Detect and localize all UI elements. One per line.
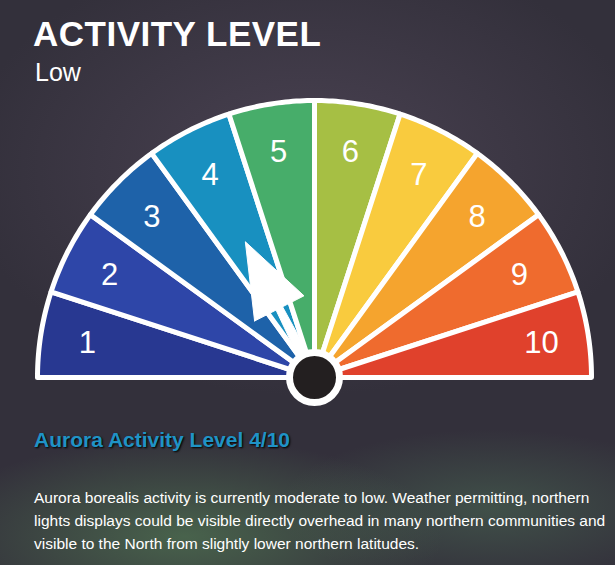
html-text:Low: Low [35, 58, 81, 86]
svg-text:9: 9 [511, 257, 528, 292]
svg-text:7: 7 [410, 157, 427, 192]
svg-text:2: 2 [101, 257, 118, 292]
svg-text:3: 3 [143, 199, 160, 234]
svg-text:10: 10 [524, 325, 558, 360]
svg-text:6: 6 [342, 134, 359, 169]
svg-text:4: 4 [201, 157, 218, 192]
svg-text:1: 1 [79, 325, 96, 360]
svg-text:8: 8 [468, 199, 485, 234]
html-text:Aurora Activity Level 4/10: Aurora Activity Level 4/10 [34, 428, 290, 451]
html-text:Aurora borealis activity is cu: Aurora borealis activity is currently mo… [34, 489, 606, 552]
html-text:ACTIVITY LEVEL: ACTIVITY LEVEL [33, 14, 322, 53]
svg-text:5: 5 [270, 134, 287, 169]
